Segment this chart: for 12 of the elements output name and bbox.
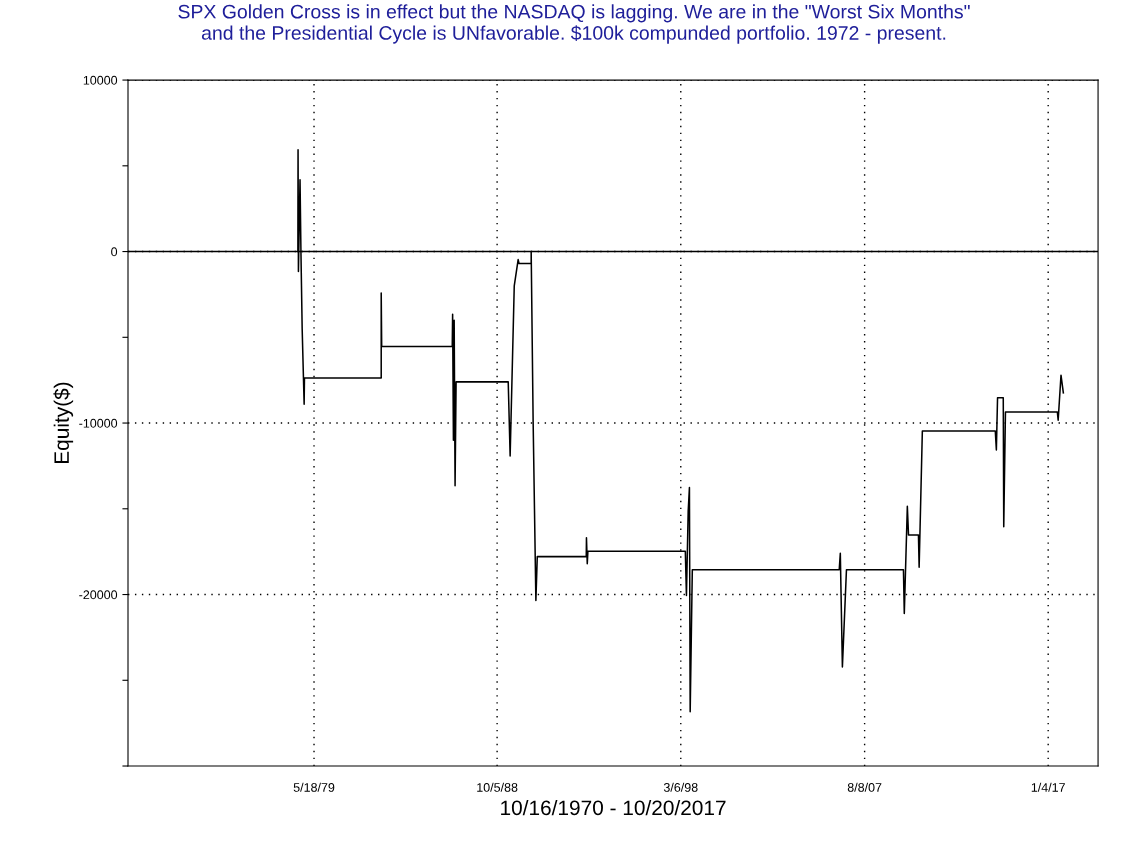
x-tick-label: 8/8/07 xyxy=(847,782,882,792)
y-tick-label: -10000 xyxy=(79,418,118,428)
x-tick-label: 1/4/17 xyxy=(1031,782,1065,792)
y-axis-title: Equity($) xyxy=(53,382,74,464)
x-tick-label: 5/18/79 xyxy=(293,782,335,792)
x-tick-label: 10/5/88 xyxy=(477,782,518,792)
y-tick-label: -20000 xyxy=(79,590,118,600)
x-axis-title: 10/16/1970 - 10/20/2017 xyxy=(501,799,726,816)
y-tick-label: 0 xyxy=(111,247,118,257)
y-tick-label: 10000 xyxy=(83,75,118,85)
x-tick-label: 3/6/98 xyxy=(663,782,698,792)
chart-title: SPX Golden Cross is in effect but the NASDAQ is lagging. We are in the "Worst Six Months" and the Presidential Cycle is UNfavorable. $100k compunded portfolio. 1972 - present. xyxy=(178,4,970,44)
